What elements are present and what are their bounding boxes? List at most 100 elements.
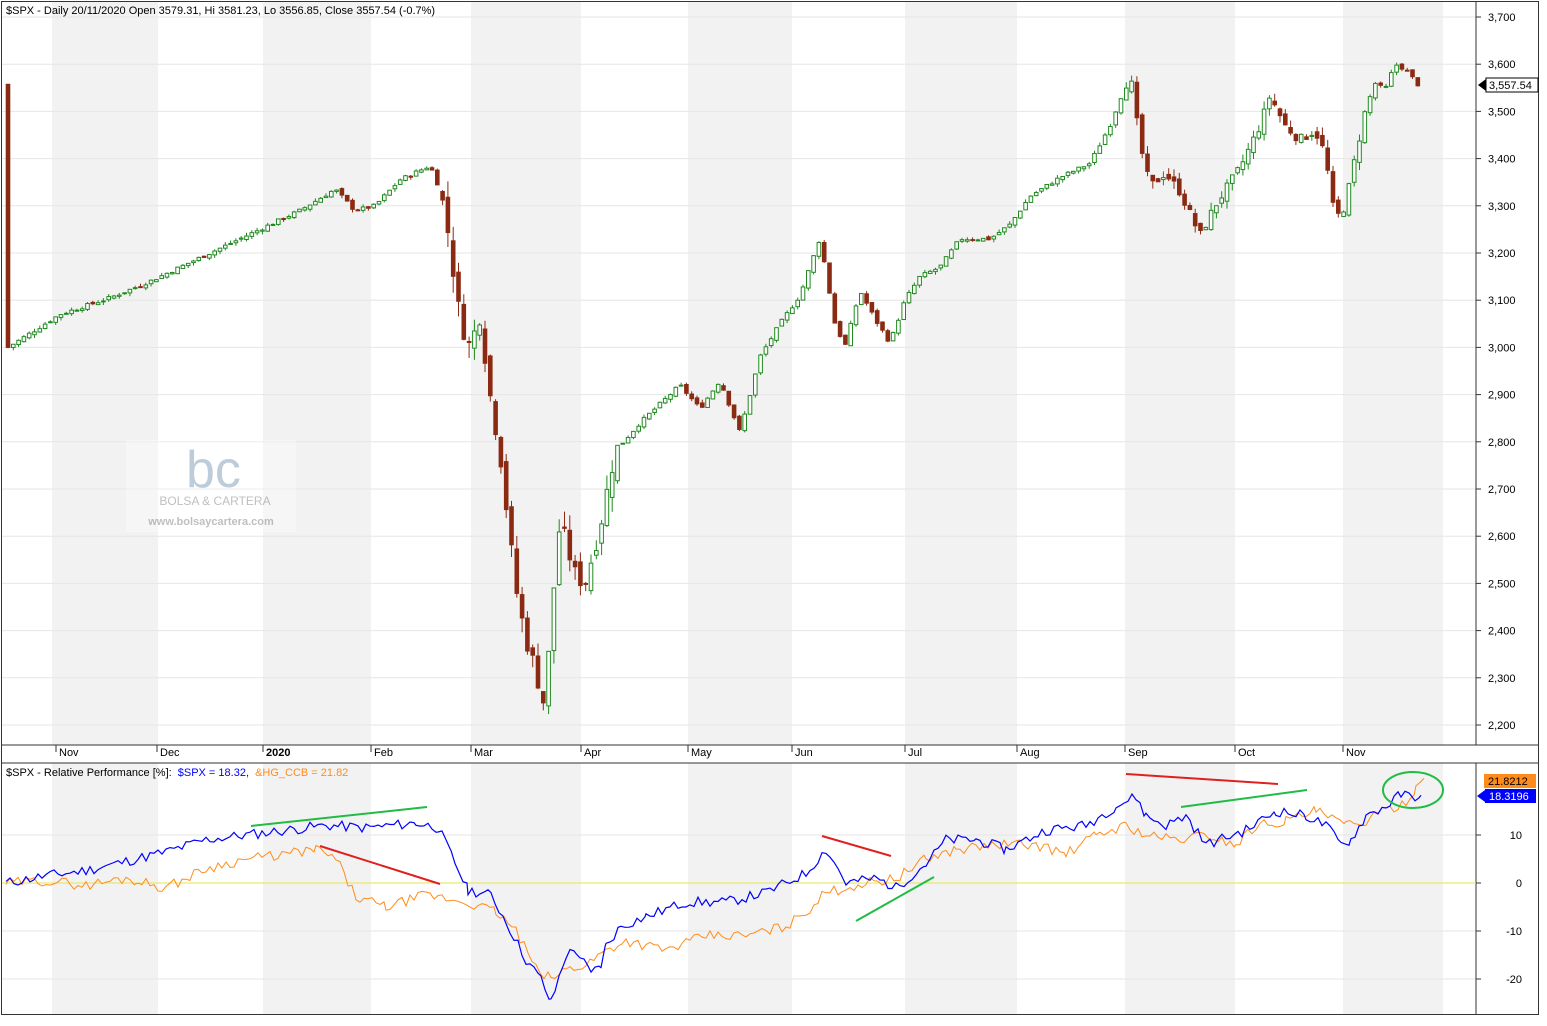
candle-up: [164, 272, 170, 278]
candle-down: [429, 167, 435, 171]
candle-up: [922, 272, 928, 278]
price-tick-label: 2,900: [1488, 390, 1516, 402]
candle-down: [885, 330, 891, 342]
candle-up: [980, 237, 986, 242]
candle-down: [572, 560, 578, 568]
candle-up: [313, 200, 318, 206]
candle-up: [1113, 111, 1119, 126]
candle-up: [938, 264, 944, 269]
spx-value-label: 18.3196: [1489, 791, 1529, 803]
candle-up: [710, 390, 716, 400]
candle-up: [37, 328, 43, 333]
watermark: bc BOLSA & CARTERA www.bolsaycartera.com: [126, 440, 296, 532]
candle-up: [122, 292, 127, 295]
candle-up: [1055, 177, 1060, 185]
candle-up: [954, 241, 960, 250]
candle-down: [344, 194, 350, 202]
candle-up: [42, 323, 48, 330]
candle-up: [1362, 111, 1368, 144]
candle-up: [890, 331, 896, 342]
candle-up: [1092, 152, 1097, 164]
candle-up: [1230, 174, 1235, 184]
candle-down: [493, 401, 498, 436]
candle-up: [424, 167, 429, 171]
candle-up: [26, 332, 32, 339]
price-tick-label: 2,600: [1488, 531, 1516, 543]
candle-up: [1261, 108, 1267, 135]
candle-up: [419, 169, 424, 173]
candle-down: [1198, 222, 1203, 232]
trend-line-red: [319, 845, 441, 885]
candle-down: [201, 255, 207, 258]
candle-up: [811, 255, 816, 273]
candle-up: [668, 394, 673, 400]
candle-up: [1208, 209, 1214, 231]
candle-up: [1044, 183, 1050, 189]
candle-up: [949, 249, 954, 259]
candle-up: [806, 270, 811, 289]
candle-down: [1410, 69, 1415, 78]
candle-down: [498, 436, 504, 468]
candle-up: [101, 300, 106, 303]
candle-up: [896, 319, 901, 334]
candle-up: [238, 237, 244, 240]
candle-up: [212, 250, 217, 256]
candle-down: [1171, 176, 1177, 182]
candle-up: [917, 275, 922, 286]
candle-down: [509, 506, 514, 546]
candle-up: [21, 336, 27, 343]
candle-up: [69, 309, 74, 315]
candle-up: [228, 242, 233, 245]
date-tick-label: 2020: [266, 747, 290, 759]
candle-up: [753, 373, 758, 396]
candle-up: [705, 397, 710, 409]
candle-down: [1145, 153, 1150, 172]
candle-up: [191, 260, 196, 264]
candle-down: [1272, 100, 1278, 106]
price-tick-label: 3,500: [1488, 106, 1516, 118]
candle-down: [355, 209, 361, 212]
candle-down: [1182, 193, 1187, 206]
candle-down: [1187, 205, 1193, 211]
price-tick-label: 2,700: [1488, 484, 1516, 496]
candle-down: [1166, 173, 1172, 180]
candle-up: [297, 208, 302, 213]
candle-up: [1081, 166, 1087, 170]
candle-up: [1086, 163, 1092, 167]
price-tick-label: 2,800: [1488, 437, 1516, 449]
candle-up: [1065, 171, 1071, 176]
candle-up: [657, 401, 663, 409]
candle-up: [795, 299, 801, 308]
candle-up: [64, 312, 69, 315]
candle-down: [721, 385, 726, 391]
rel-tick-label: 0: [1516, 878, 1522, 890]
price-tick-label: 3,600: [1488, 59, 1516, 71]
candle-up: [784, 312, 790, 321]
candle-up: [360, 206, 366, 211]
band-oct: [1125, 2, 1235, 1014]
price-panel-title: $SPX - Daily 20/11/2020 Open 3579.31, Hi…: [6, 5, 435, 17]
candle-up: [265, 224, 270, 232]
date-tick-label: Jul: [908, 747, 922, 759]
candle-up: [652, 408, 657, 413]
candle-down: [1288, 127, 1293, 134]
candle-down: [440, 191, 445, 201]
candle-up: [111, 295, 117, 299]
candle-up: [1049, 183, 1055, 186]
candle-up: [1071, 170, 1076, 174]
candle-up: [307, 204, 313, 210]
candle-up: [604, 488, 610, 527]
date-tick-label: Nov: [1346, 747, 1366, 759]
candle-up: [853, 305, 859, 326]
candle-up: [1097, 145, 1103, 154]
candle-up: [334, 189, 339, 192]
candle-down: [488, 355, 493, 397]
candle-down: [684, 383, 689, 394]
candle-down: [519, 594, 525, 619]
candle-up: [148, 279, 154, 285]
candle-up: [1309, 134, 1315, 137]
candle-down: [827, 262, 832, 294]
candle-down: [450, 240, 456, 277]
candle-up: [1346, 183, 1352, 216]
price-tick-label: 2,400: [1488, 626, 1516, 638]
